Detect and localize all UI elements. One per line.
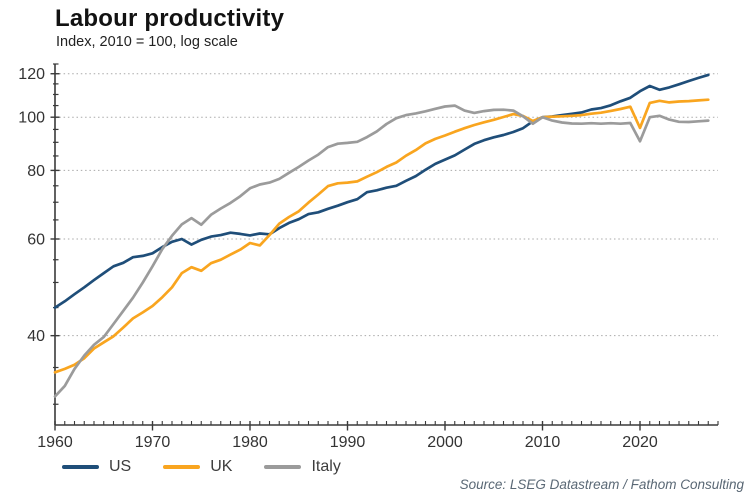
source-credit: Source: LSEG Datastream / Fathom Consult… bbox=[459, 477, 744, 492]
legend-label-us: US bbox=[109, 458, 132, 475]
italy-line-swatch bbox=[264, 465, 302, 469]
svg-text:120: 120 bbox=[18, 66, 45, 83]
svg-text:2020: 2020 bbox=[622, 434, 658, 451]
svg-text:2000: 2000 bbox=[427, 434, 463, 451]
svg-text:1980: 1980 bbox=[232, 434, 268, 451]
svg-text:80: 80 bbox=[27, 163, 45, 180]
page-title: Labour productivity bbox=[55, 5, 285, 32]
svg-text:1960: 1960 bbox=[37, 434, 73, 451]
legend-item-italy: Italy bbox=[264, 458, 341, 476]
svg-text:1970: 1970 bbox=[135, 434, 171, 451]
uk-line-swatch bbox=[163, 465, 201, 469]
svg-text:40: 40 bbox=[27, 328, 45, 345]
legend-item-us: US bbox=[62, 458, 131, 476]
svg-text:60: 60 bbox=[27, 231, 45, 248]
svg-text:2010: 2010 bbox=[525, 434, 561, 451]
chart-subtitle: Index, 2010 = 100, log scale bbox=[56, 34, 238, 50]
us-line-swatch bbox=[62, 465, 99, 469]
legend-item-uk: UK bbox=[163, 458, 232, 476]
svg-text:1990: 1990 bbox=[330, 434, 366, 451]
svg-text:100: 100 bbox=[18, 110, 45, 127]
legend-label-uk: UK bbox=[210, 458, 233, 475]
legend: US UK Italy bbox=[62, 458, 341, 476]
legend-label-italy: Italy bbox=[311, 458, 341, 475]
